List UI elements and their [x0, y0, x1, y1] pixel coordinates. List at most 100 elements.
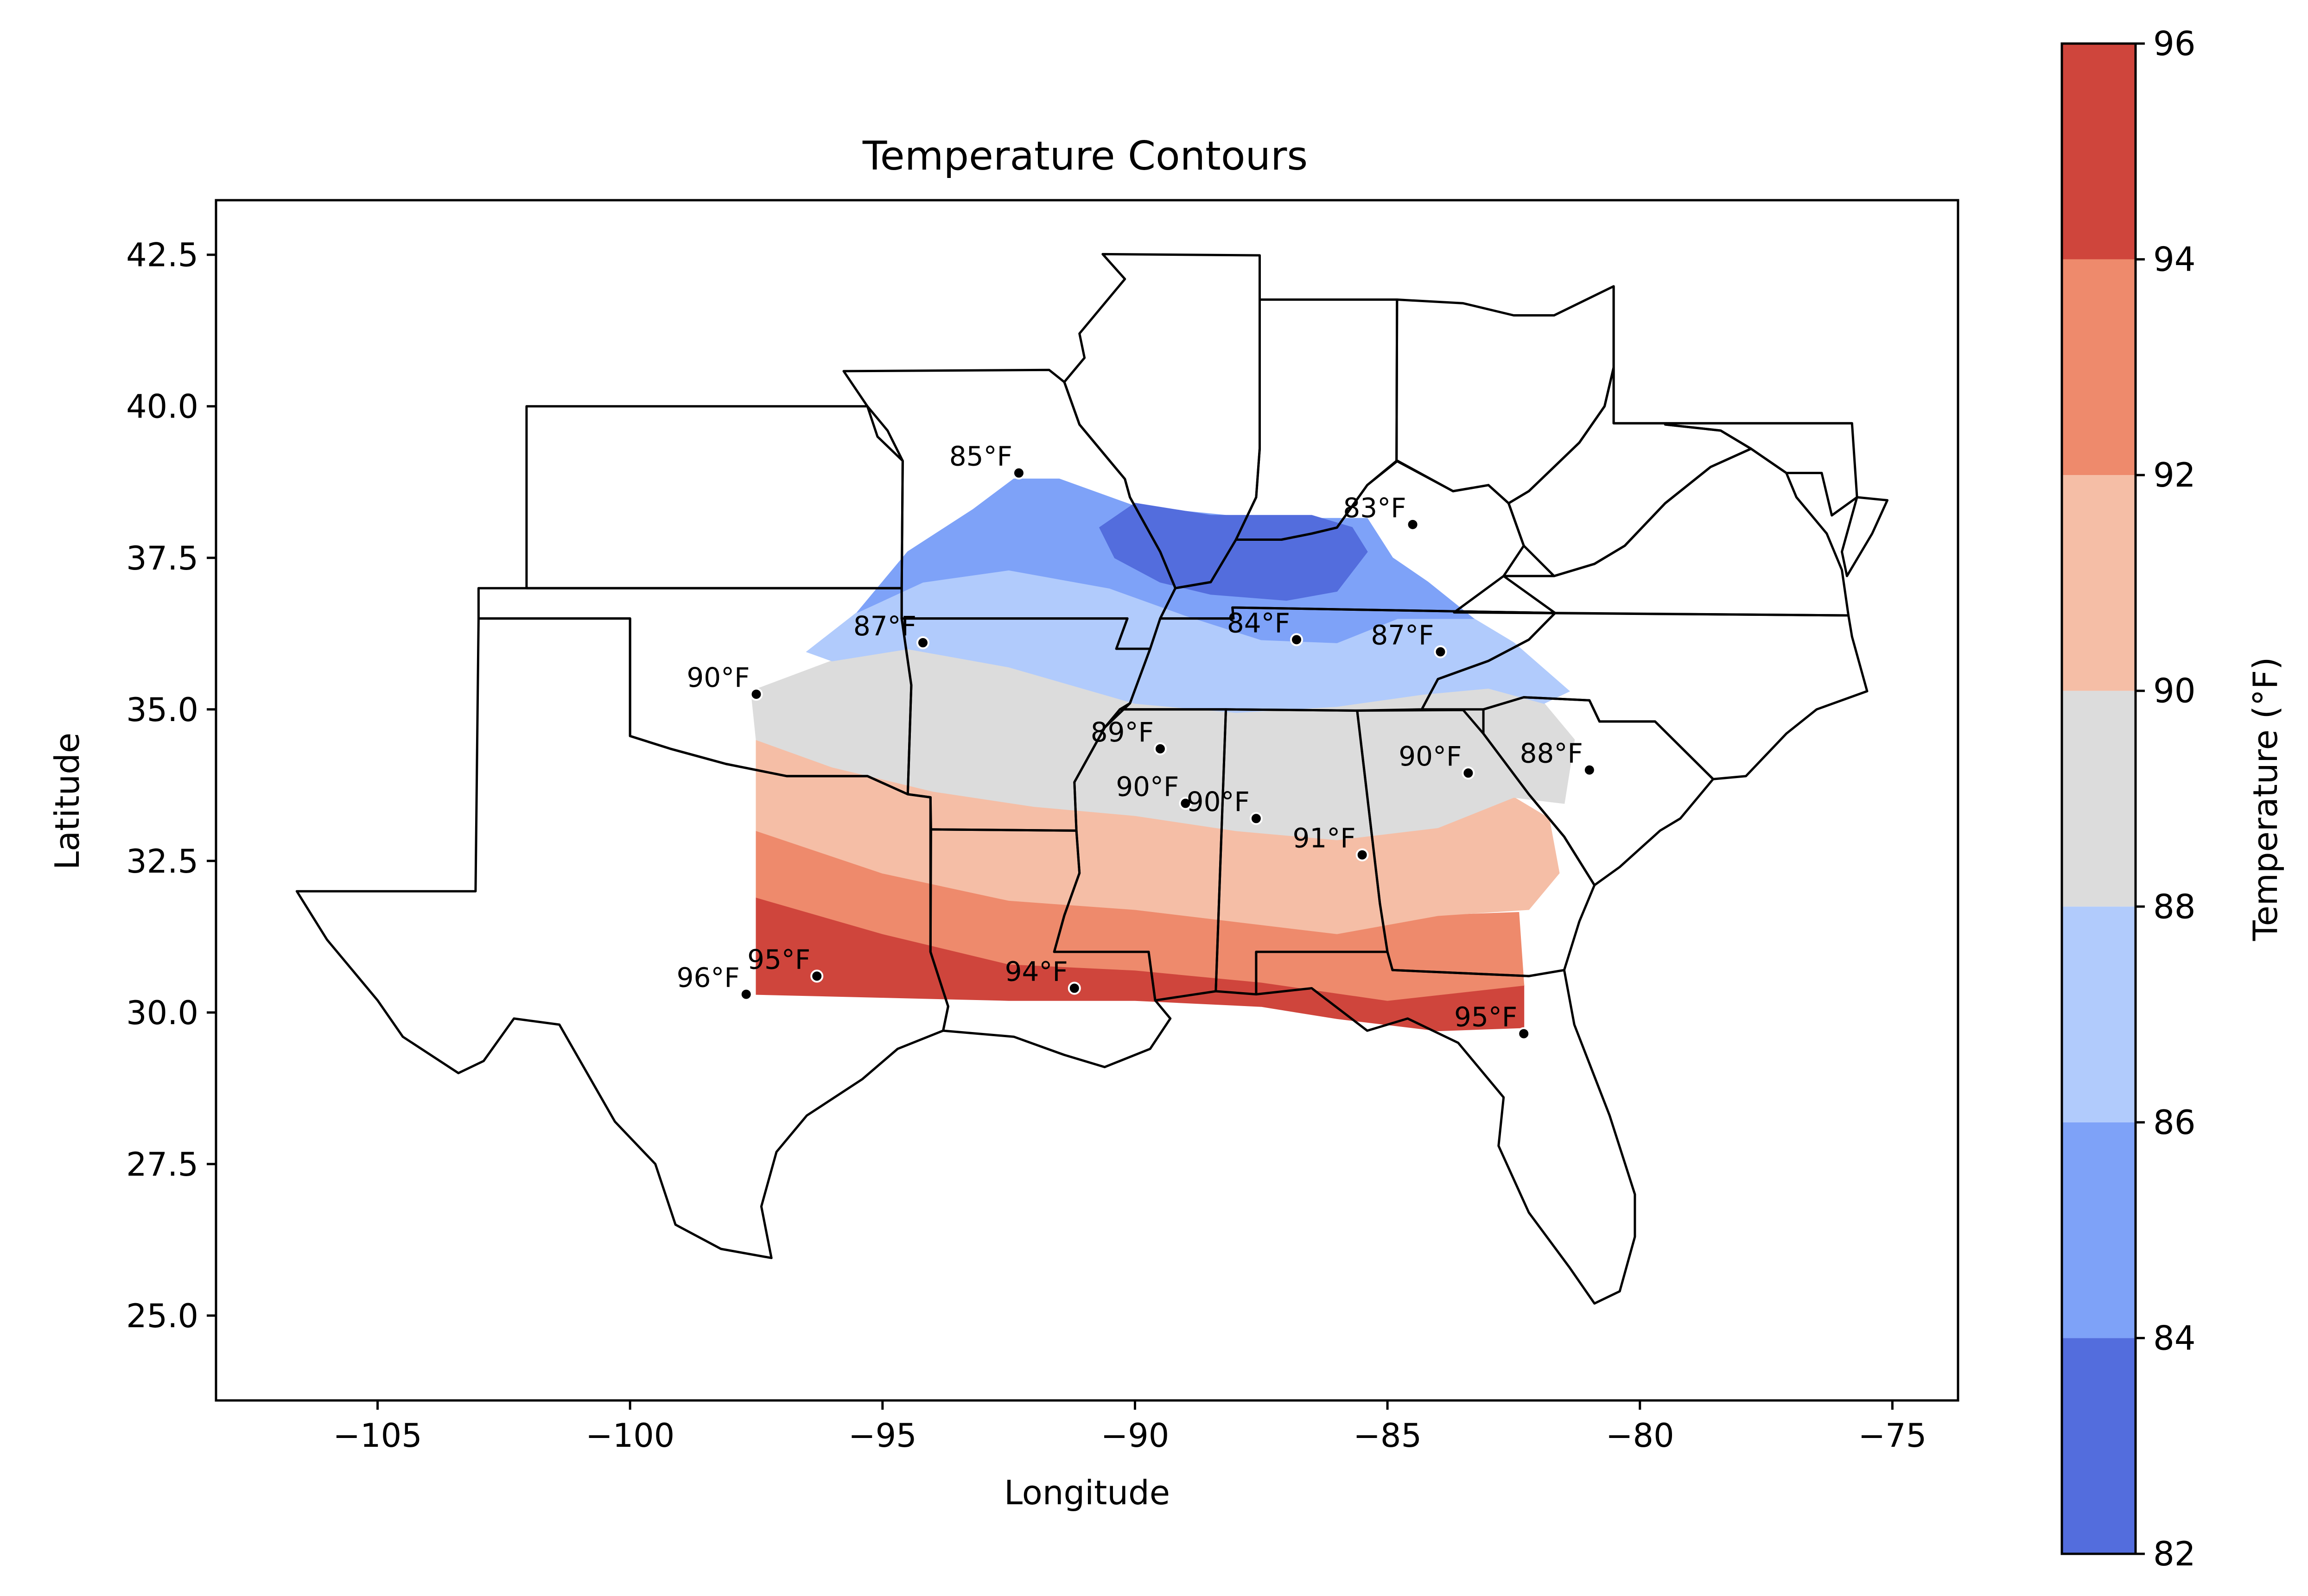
colorbar-tick-label: 94	[2153, 240, 2196, 279]
y-axis-label: Latitude	[48, 733, 87, 870]
station-temperature-label: 90°F	[1187, 786, 1250, 817]
y-tick-label: 25.0	[126, 1297, 198, 1335]
station-marker	[1434, 645, 1447, 659]
x-tick-label: −80	[1606, 1417, 1674, 1455]
station-marker	[750, 688, 763, 701]
colorbar-band-82-84	[2062, 1338, 2136, 1554]
station-12: 95°F	[747, 944, 824, 983]
y-tick-label: 27.5	[126, 1146, 198, 1184]
colorbar-band-86-88	[2062, 906, 2136, 1122]
station-temperature-label: 89°F	[1091, 716, 1154, 748]
station-15: 95°F	[1454, 1001, 1531, 1040]
station-marker	[739, 988, 753, 1001]
station-temperature-label: 91°F	[1292, 823, 1355, 854]
colorbar-band-92-94	[2062, 259, 2136, 475]
y-tick-label: 42.5	[126, 236, 198, 274]
station-4: 87°F	[1371, 620, 1447, 659]
station-temperature-label: 90°F	[1399, 741, 1462, 772]
station-markers: 85°F 83°F 87°F 84°F 87°F 90°F 89°F 90°F 88°F 90°F…	[677, 441, 1596, 1040]
station-3: 84°F	[1227, 607, 1303, 646]
station-11: 91°F	[1292, 823, 1369, 861]
y-tick-label: 30.0	[126, 994, 198, 1032]
station-0: 85°F	[949, 441, 1025, 480]
y-tick-label: 35.0	[126, 691, 198, 729]
colorbar-tick-label: 88	[2153, 887, 2196, 926]
colorbar-tick-label: 92	[2153, 456, 2196, 494]
station-marker	[1406, 518, 1419, 531]
station-13: 96°F	[677, 962, 753, 1001]
colorbar-tick-label: 84	[2153, 1318, 2196, 1357]
contour-band-82-84	[1099, 502, 1368, 601]
x-axis-label: Longitude	[1004, 1473, 1170, 1512]
station-1: 83°F	[1343, 492, 1419, 531]
station-temperature-label: 85°F	[949, 441, 1012, 472]
station-10: 90°F	[1187, 786, 1263, 825]
station-7: 90°F	[1399, 741, 1475, 780]
map-plot-area: 85°F 83°F 87°F 84°F 87°F 90°F 89°F 90°F 88°F 90°F…	[215, 199, 1959, 1402]
colorbar-ticks: 82 84 86 88 90 92 94 96	[2136, 24, 2196, 1573]
colorbar-bands	[2062, 44, 2136, 1554]
station-temperature-label: 95°F	[1454, 1001, 1517, 1033]
station-8: 88°F	[1520, 738, 1596, 777]
station-marker	[1462, 766, 1475, 780]
station-temperature-label: 87°F	[1371, 620, 1434, 651]
station-temperature-label: 90°F	[687, 662, 750, 693]
station-temperature-label: 88°F	[1520, 738, 1583, 769]
station-marker	[1012, 466, 1025, 480]
station-temperature-label: 96°F	[677, 962, 740, 994]
x-tick-label: −100	[585, 1417, 674, 1455]
station-marker	[1153, 742, 1167, 755]
y-tick-label: 40.0	[126, 388, 198, 426]
x-tick-label: −95	[848, 1417, 917, 1455]
delmarva-outline	[1841, 496, 1888, 577]
station-marker	[1355, 848, 1369, 861]
x-tick-label: −105	[333, 1417, 422, 1455]
colorbar-band-94-96	[2062, 44, 2136, 260]
station-marker	[1290, 633, 1303, 646]
y-axis: 25.0 27.5 30.0 32.5 35.0 37.5 40.0 42.5	[126, 236, 216, 1335]
colorbar-tick-label: 82	[2153, 1534, 2196, 1573]
station-5: 90°F	[687, 662, 763, 701]
station-temperature-label: 87°F	[853, 610, 916, 642]
station-temperature-label: 95°F	[747, 944, 810, 975]
colorbar: 82 84 86 88 90 92 94 96 Temperature (°F)	[2060, 24, 2285, 1573]
colorbar-band-88-90	[2062, 690, 2136, 907]
y-tick-label: 32.5	[126, 842, 198, 880]
y-tick-label: 37.5	[126, 539, 198, 577]
plot-frame	[215, 199, 1959, 1402]
colorbar-tick-label: 90	[2153, 671, 2196, 710]
station-marker	[810, 969, 824, 983]
tennessee-outline	[1119, 606, 1557, 712]
station-marker	[916, 636, 929, 649]
colorbar-tick-label: 96	[2153, 24, 2196, 63]
station-marker	[1583, 763, 1596, 777]
colorbar-label: Temperature (°F)	[2246, 657, 2285, 942]
colorbar-tick-label: 86	[2153, 1103, 2196, 1142]
chart-title: Temperature Contours	[862, 133, 1308, 179]
station-14: 94°F	[1005, 956, 1081, 995]
colorbar-band-90-92	[2062, 475, 2136, 691]
x-tick-label: −85	[1353, 1417, 1422, 1455]
station-marker	[1068, 982, 1081, 995]
mississippi-outline	[1053, 708, 1227, 1002]
station-marker	[1179, 797, 1192, 810]
state-borders	[295, 253, 1888, 1305]
x-tick-label: −90	[1101, 1417, 1170, 1455]
station-marker	[1517, 1027, 1531, 1040]
station-temperature-label: 84°F	[1227, 607, 1290, 639]
station-temperature-label: 94°F	[1005, 956, 1068, 988]
station-temperature-label: 83°F	[1343, 492, 1406, 524]
colorbar-band-84-86	[2062, 1122, 2136, 1338]
florida-outline	[1255, 950, 1636, 1305]
station-6: 89°F	[1091, 716, 1167, 755]
station-temperature-label: 90°F	[1116, 771, 1179, 803]
virginia-outline	[1453, 447, 1850, 617]
station-9: 90°F	[1116, 771, 1192, 810]
x-tick-label: −75	[1858, 1417, 1927, 1455]
maryland-outline	[1665, 422, 1858, 517]
station-marker	[1249, 812, 1263, 825]
colorbar-frame	[2060, 42, 2137, 1555]
station-2: 87°F	[853, 610, 929, 649]
x-axis: −105 −100 −95 −90 −85 −80 −75	[333, 1400, 1927, 1455]
